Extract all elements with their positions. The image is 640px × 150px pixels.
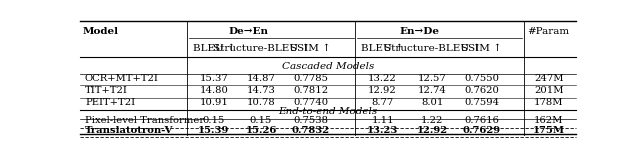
Text: 0.7832: 0.7832 [292, 126, 330, 135]
Text: BLEU ↑: BLEU ↑ [193, 44, 236, 52]
Text: 10.91: 10.91 [200, 98, 228, 107]
Text: SSIM ↑: SSIM ↑ [461, 44, 502, 52]
Text: 13.22: 13.22 [368, 74, 397, 83]
Text: Cascaded Models: Cascaded Models [282, 62, 374, 71]
Text: 0.7594: 0.7594 [464, 98, 499, 107]
Text: 13.23: 13.23 [367, 126, 398, 135]
Text: 14.87: 14.87 [246, 74, 275, 83]
Text: 0.7620: 0.7620 [465, 86, 499, 95]
Text: 0.15: 0.15 [203, 116, 225, 125]
Text: 0.7629: 0.7629 [463, 126, 501, 135]
Text: #Param: #Param [527, 27, 570, 36]
Text: Model: Model [83, 27, 118, 36]
Text: De→En: De→En [228, 27, 269, 36]
Text: 14.80: 14.80 [200, 86, 228, 95]
Text: 0.7740: 0.7740 [293, 98, 328, 107]
Text: Structure-BLEU ↑: Structure-BLEU ↑ [383, 44, 481, 52]
Text: En→De: En→De [400, 27, 440, 36]
Text: 178M: 178M [534, 98, 563, 107]
Text: 1.22: 1.22 [421, 116, 444, 125]
Text: Structure-BLEU ↑: Structure-BLEU ↑ [212, 44, 310, 52]
Text: 14.73: 14.73 [246, 86, 275, 95]
Text: 12.92: 12.92 [368, 86, 397, 95]
Text: 15.37: 15.37 [200, 74, 228, 83]
Text: Translatotron-V: Translatotron-V [85, 126, 173, 135]
Text: 0.7550: 0.7550 [464, 74, 499, 83]
Text: 8.01: 8.01 [421, 98, 444, 107]
Text: 201M: 201M [534, 86, 563, 95]
Text: Pixel-level Transformer: Pixel-level Transformer [85, 116, 204, 125]
Text: 8.77: 8.77 [371, 98, 394, 107]
Text: 247M: 247M [534, 74, 563, 83]
Text: 0.7616: 0.7616 [465, 116, 499, 125]
Text: PEIT+T2I: PEIT+T2I [85, 98, 135, 107]
Text: 1.11: 1.11 [371, 116, 394, 125]
Text: 12.57: 12.57 [418, 74, 447, 83]
Text: 0.7538: 0.7538 [293, 116, 328, 125]
Text: OCR+MT+T2I: OCR+MT+T2I [85, 74, 159, 83]
Text: 0.15: 0.15 [250, 116, 272, 125]
Text: 162M: 162M [534, 116, 563, 125]
Text: 10.78: 10.78 [246, 98, 275, 107]
Text: TIT+T2I: TIT+T2I [85, 86, 128, 95]
Text: 0.7785: 0.7785 [293, 74, 328, 83]
Text: End-to-end Models: End-to-end Models [278, 107, 378, 116]
Text: 15.39: 15.39 [198, 126, 230, 135]
Text: 175M: 175M [532, 126, 564, 135]
Text: 12.74: 12.74 [418, 86, 447, 95]
Text: 0.7812: 0.7812 [293, 86, 328, 95]
Text: SSIM ↑: SSIM ↑ [290, 44, 331, 52]
Text: BLEU ↑: BLEU ↑ [361, 44, 404, 52]
Text: 12.92: 12.92 [417, 126, 448, 135]
Text: 15.26: 15.26 [245, 126, 276, 135]
